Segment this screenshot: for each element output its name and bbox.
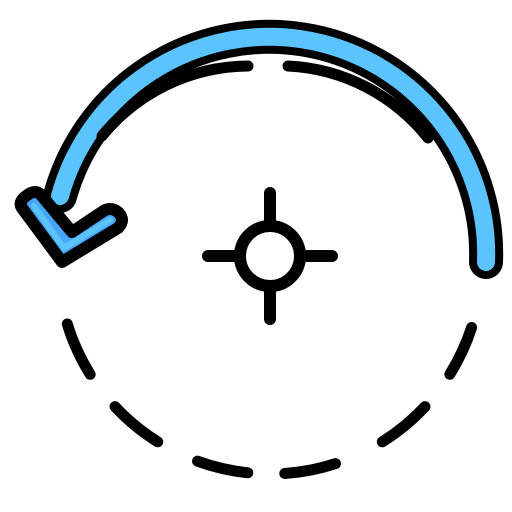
dashed-orbit: [61, 318, 478, 479]
orbit-dash: [279, 458, 341, 479]
rotation-arrow: [43, 19, 504, 279]
rotation-arrow-fill: [51, 27, 496, 271]
arrow-head-shape: [14, 186, 128, 268]
arrow-head: [14, 186, 128, 268]
rotation-arrow-inner-line-left: [96, 60, 254, 142]
crosshair-center: [202, 187, 338, 325]
rotation-arrow-inner-line-right: [282, 60, 434, 144]
arrow-head-highlight: [31, 203, 113, 251]
crosshair-circle: [234, 220, 306, 292]
orbit-dash: [61, 318, 96, 380]
orbit-dash: [444, 322, 478, 380]
orbit-dash: [376, 401, 431, 448]
orbit-dash: [109, 401, 164, 448]
orbit-dash: [192, 455, 254, 479]
